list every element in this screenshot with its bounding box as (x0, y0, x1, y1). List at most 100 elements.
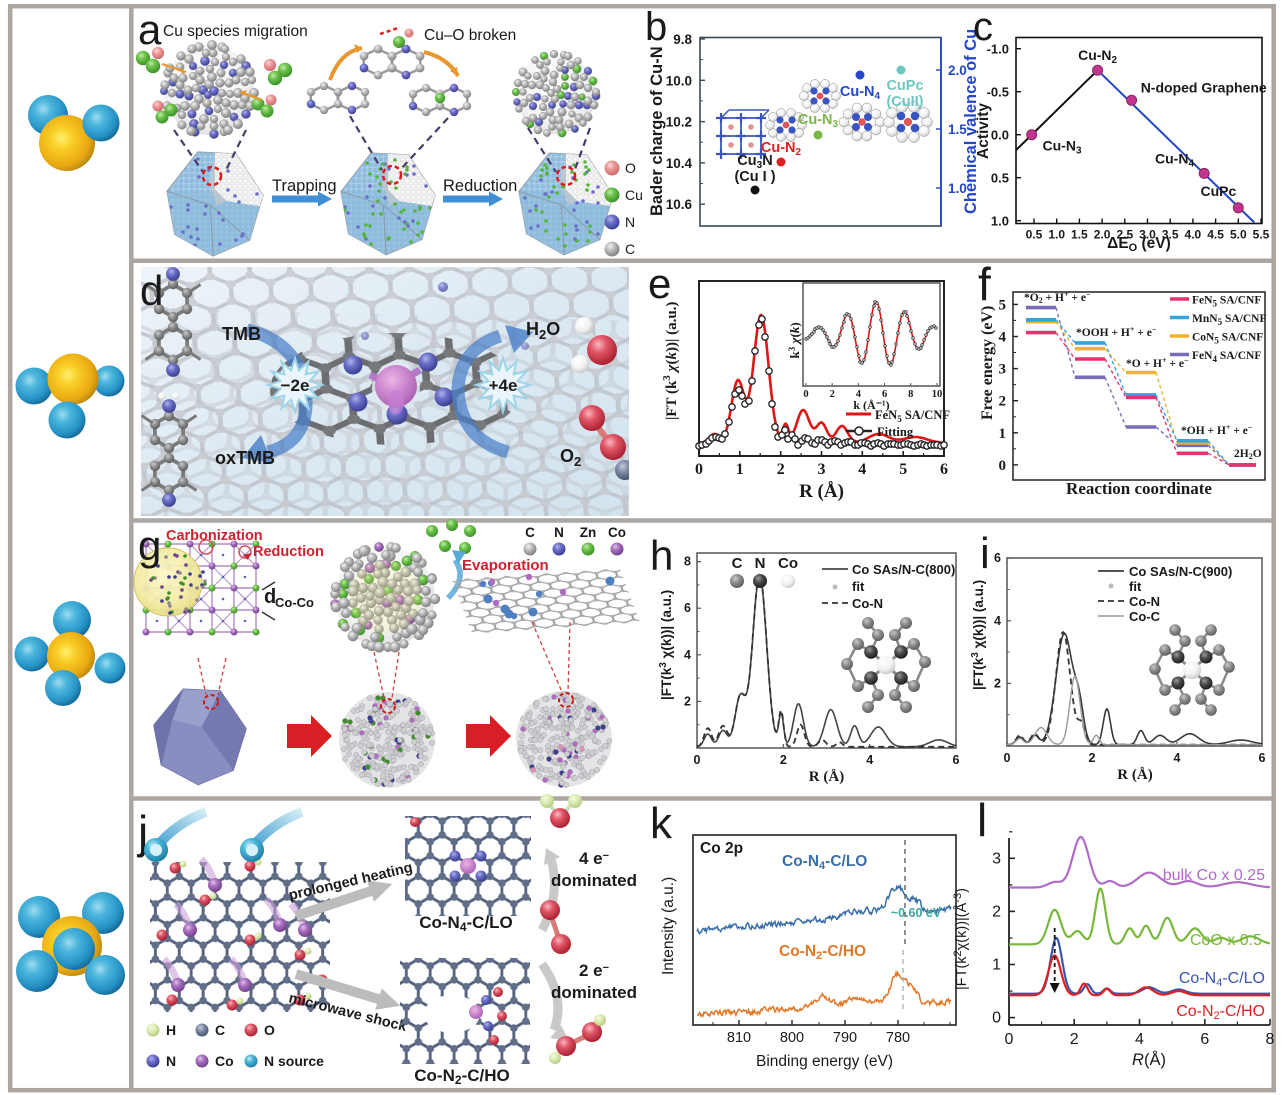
svg-text:3: 3 (818, 461, 826, 478)
svg-text:C: C (525, 525, 535, 540)
svg-text:Cu-N2: Cu-N2 (761, 140, 802, 158)
svg-text:790: 790 (833, 1030, 857, 1046)
svg-text:4: 4 (1174, 751, 1181, 765)
svg-text:e: e (648, 260, 671, 307)
svg-text:3: 3 (999, 362, 1007, 378)
svg-text:i: i (980, 529, 990, 578)
svg-text:c: c (973, 5, 993, 49)
svg-text:10.0: 10.0 (666, 73, 692, 88)
svg-text:R (Å): R (Å) (809, 769, 844, 785)
svg-text:C: C (215, 1022, 225, 1038)
svg-text:CuPc: CuPc (886, 78, 923, 94)
svg-text:*O + H+ + e−: *O + H+ + e− (1126, 356, 1189, 370)
svg-text:8: 8 (684, 555, 691, 569)
svg-text:6: 6 (940, 461, 948, 478)
svg-text:0: 0 (694, 753, 701, 767)
svg-text:R (Å): R (Å) (799, 481, 844, 502)
svg-text:(CuII): (CuII) (886, 94, 923, 110)
svg-text:0: 0 (803, 389, 808, 400)
svg-text:Cu-N4: Cu-N4 (840, 84, 881, 102)
svg-text:Bader charge of Cu-N: Bader charge of Cu-N (648, 46, 666, 216)
svg-text:Evaporation: Evaporation (462, 557, 549, 574)
svg-text:3.0: 3.0 (1139, 228, 1156, 242)
svg-text:1.0: 1.0 (991, 214, 1009, 229)
svg-text:10: 10 (932, 389, 943, 400)
svg-text:6: 6 (882, 389, 887, 400)
svg-text:8: 8 (1266, 1031, 1275, 1048)
svg-text:2: 2 (1070, 1031, 1079, 1048)
svg-text:−2e: −2e (281, 376, 310, 395)
svg-text:~0.60 eV: ~0.60 eV (891, 906, 942, 920)
svg-text:780: 780 (886, 1030, 910, 1046)
svg-text:2: 2 (684, 694, 691, 708)
svg-text:fit: fit (852, 579, 865, 594)
svg-text:C: C (625, 241, 635, 257)
svg-text:Chemical valence of Cu: Chemical valence of Cu (962, 29, 980, 214)
svg-text:6: 6 (953, 753, 960, 767)
svg-text:Co-N4-C/LO: Co-N4-C/LO (419, 913, 513, 934)
svg-text:CoO x 0.5: CoO x 0.5 (1190, 932, 1262, 949)
svg-text:d: d (264, 586, 276, 608)
svg-text:810: 810 (727, 1030, 751, 1046)
svg-text:Co-C: Co-C (1129, 609, 1161, 624)
svg-text:O: O (625, 160, 636, 176)
svg-text:1.5: 1.5 (948, 122, 967, 137)
svg-text:8: 8 (908, 389, 913, 400)
svg-text:0: 0 (992, 1010, 1001, 1027)
svg-text:Co-Co: Co-Co (275, 595, 314, 610)
svg-text:800: 800 (780, 1030, 804, 1046)
svg-text:Co-N2-C/HO: Co-N2-C/HO (414, 1066, 509, 1087)
svg-text:FeN4 SA/CNF: FeN4 SA/CNF (1192, 350, 1261, 364)
svg-text:Co-N: Co-N (852, 596, 883, 611)
svg-text:2.5: 2.5 (1116, 228, 1133, 242)
svg-text:N: N (755, 555, 766, 572)
svg-text:4: 4 (856, 389, 862, 400)
svg-text:d: d (140, 267, 163, 314)
svg-text:dominated: dominated (551, 871, 637, 890)
svg-text:Free energy (eV): Free energy (eV) (979, 306, 996, 420)
svg-text:4: 4 (866, 753, 873, 767)
svg-text:0: 0 (1004, 751, 1011, 765)
svg-text:Co SAs/N-C(900): Co SAs/N-C(900) (1129, 564, 1232, 579)
svg-text:+4e: +4e (489, 376, 518, 395)
svg-text:Co-N4-C/LO: Co-N4-C/LO (782, 853, 867, 872)
svg-text:Cu–O broken: Cu–O broken (424, 27, 516, 44)
svg-text:dominated: dominated (551, 983, 637, 1002)
svg-text:6: 6 (684, 601, 691, 615)
svg-text:N source: N source (264, 1053, 324, 1069)
svg-text:Co-N4-C/LO: Co-N4-C/LO (1179, 970, 1265, 989)
svg-text:2: 2 (999, 394, 1007, 410)
svg-text:Carbonization: Carbonization (166, 528, 263, 544)
svg-text:*O2 + H+ + e−: *O2 + H+ + e− (1024, 290, 1091, 305)
svg-text:Reduction: Reduction (443, 177, 517, 195)
svg-text:0.5: 0.5 (991, 171, 1009, 186)
svg-text:R: R (1132, 1051, 1144, 1069)
svg-text:Co-N2-C/HO: Co-N2-C/HO (1176, 1003, 1265, 1022)
svg-text:2: 2 (830, 389, 835, 400)
svg-text:3.5: 3.5 (1162, 228, 1179, 242)
svg-text:Co-N: Co-N (1129, 594, 1160, 609)
svg-text:a: a (138, 6, 162, 53)
svg-text:0.0: 0.0 (991, 128, 1009, 143)
svg-text:1: 1 (992, 957, 1001, 974)
svg-text:4 e−: 4 e− (579, 849, 609, 868)
svg-text:f: f (978, 258, 991, 310)
svg-text:1: 1 (736, 461, 744, 478)
svg-text:6: 6 (1200, 1031, 1209, 1048)
svg-text:2: 2 (777, 461, 785, 478)
svg-text:4: 4 (684, 648, 691, 662)
svg-text:k: k (650, 799, 673, 848)
svg-text:TMB: TMB (222, 324, 261, 344)
svg-text:4.0: 4.0 (1185, 228, 1202, 242)
svg-text:MnN5 SA/CNF: MnN5 SA/CNF (1192, 313, 1266, 327)
svg-text:2: 2 (992, 903, 1001, 920)
svg-text:C: C (732, 555, 743, 572)
svg-text:Reduction: Reduction (253, 544, 324, 560)
svg-text:N: N (166, 1053, 176, 1069)
svg-text:|FT(k3 χ(k))| (a.u.): |FT(k3 χ(k))| (a.u.) (970, 580, 986, 690)
svg-text:10.2: 10.2 (666, 115, 692, 130)
svg-text:5: 5 (899, 461, 907, 478)
svg-text:Binding energy (eV): Binding energy (eV) (756, 1053, 893, 1070)
svg-text:5: 5 (999, 297, 1007, 313)
svg-text:R (Å): R (Å) (1117, 767, 1152, 783)
